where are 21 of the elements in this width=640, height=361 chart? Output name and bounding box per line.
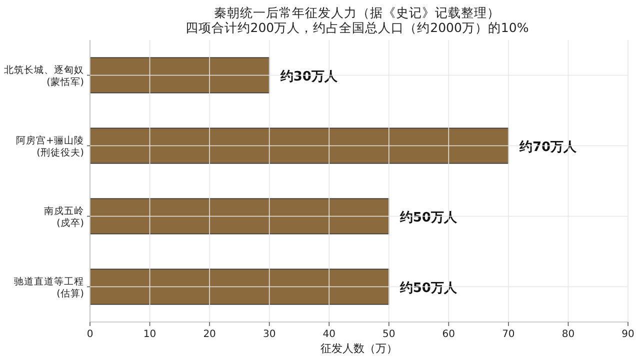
x-tick-label: 60 bbox=[442, 329, 456, 340]
bar bbox=[90, 198, 390, 234]
bar bbox=[90, 268, 390, 305]
y-tick-label: 驰道直道等工程 (估算) bbox=[14, 275, 84, 300]
chart-title: 秦朝统一后常年征发人力（据《史记》记载整理） bbox=[214, 5, 500, 20]
y-tick-label: 阿房宫+骊山陵 (刑徒役夫) bbox=[16, 134, 84, 158]
bar bbox=[90, 128, 509, 164]
x-tick-label: 50 bbox=[382, 329, 396, 340]
x-tick-label: 20 bbox=[203, 329, 216, 340]
x-tick-label: 30 bbox=[262, 329, 276, 340]
x-tick-label: 70 bbox=[502, 329, 515, 340]
x-axis-title: 征发人数（万） bbox=[320, 342, 398, 355]
y-tick-label: 南戍五岭 (戍卒) bbox=[44, 204, 84, 229]
x-tick-label: 0 bbox=[86, 329, 94, 340]
y-tick-label: 北筑长城、逐匈奴 (蒙恬军) bbox=[4, 64, 84, 88]
x-tick-label: 40 bbox=[322, 329, 336, 340]
x-tick-label: 80 bbox=[562, 329, 575, 340]
x-tick-label: 10 bbox=[143, 329, 156, 340]
x-tick-label: 90 bbox=[622, 329, 634, 340]
bar bbox=[90, 57, 270, 94]
chart-subtitle: 四项合计约200万人，约占全国总人口（约2000万）的10% bbox=[185, 20, 529, 35]
